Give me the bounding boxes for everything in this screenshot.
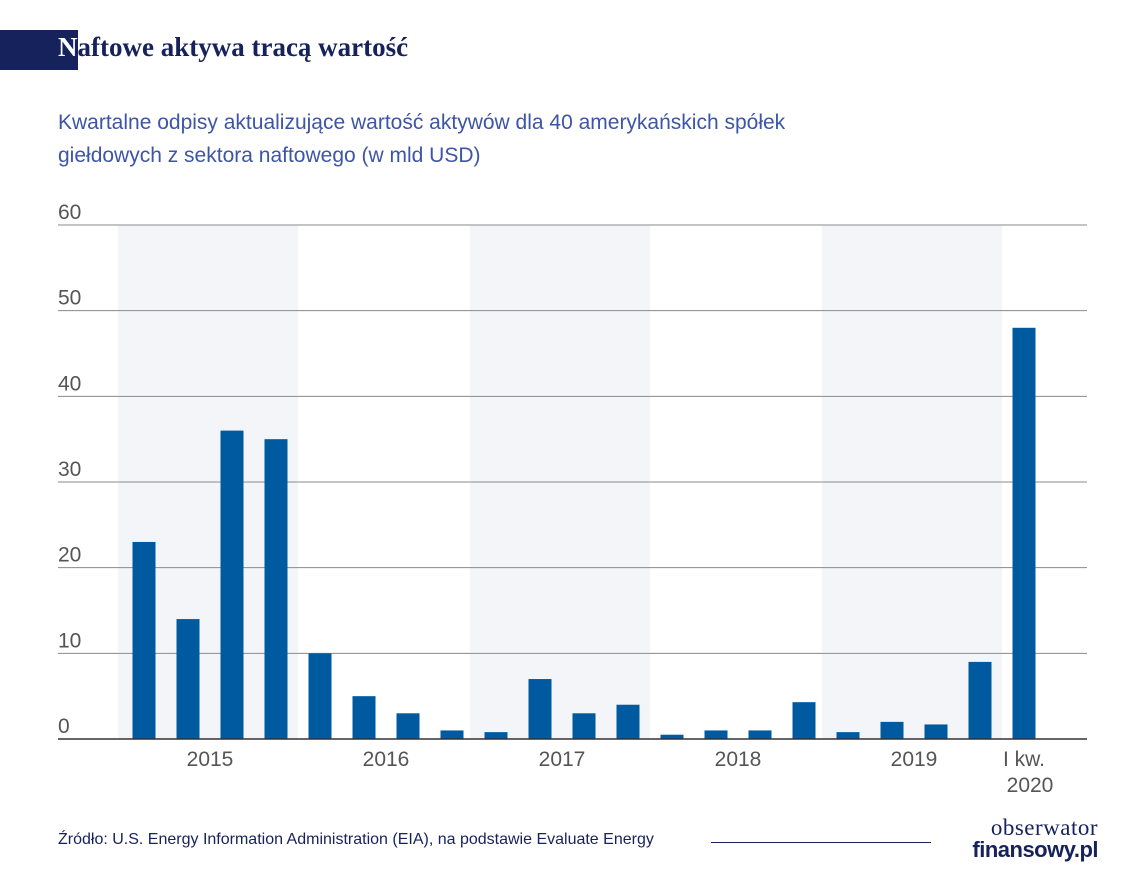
bar — [352, 696, 376, 739]
y-tick-label: 40 — [58, 372, 81, 395]
x-tick-label: 2015 — [187, 748, 234, 771]
bar — [176, 619, 200, 739]
x-tick-label: 2018 — [715, 748, 762, 771]
title-first-letter: N — [58, 32, 78, 62]
x-tick-label-year: 2020 — [1007, 774, 1054, 797]
bar — [308, 653, 332, 739]
page-title: Naftowe aktywa tracą wartość — [58, 32, 408, 63]
y-tick-label: 30 — [58, 458, 81, 481]
logo-line-1: obserwator — [990, 815, 1098, 840]
y-tick-label: 60 — [58, 201, 81, 224]
title-accent-bar — [0, 30, 78, 70]
y-tick-label: 50 — [58, 287, 81, 310]
x-tick-label: 2017 — [539, 748, 586, 771]
logo-line-2: finansowy.pl — [972, 837, 1098, 862]
bar — [968, 661, 992, 739]
bar — [880, 721, 904, 739]
bar — [792, 702, 816, 739]
brand-logo: obserwator finansowy.pl — [948, 815, 1098, 862]
bar — [660, 734, 684, 739]
x-tick-label: I kw. — [1003, 748, 1045, 771]
bar — [264, 439, 288, 739]
bar — [396, 713, 420, 739]
source-note: Źródło: U.S. Energy Information Administ… — [58, 831, 654, 848]
bar — [836, 732, 860, 739]
y-tick-label: 10 — [58, 629, 81, 652]
source-divider — [711, 842, 931, 843]
bar — [748, 730, 772, 739]
bar — [616, 704, 640, 739]
x-tick-label: 2016 — [363, 748, 410, 771]
y-tick-label: 0 — [58, 715, 70, 738]
bar — [528, 679, 552, 739]
x-tick-label: 2019 — [891, 748, 938, 771]
bar — [132, 541, 156, 739]
title-rest: aftowe aktywa tracą wartość — [77, 32, 409, 62]
y-tick-label: 20 — [58, 544, 81, 567]
bar — [220, 430, 244, 739]
bar — [924, 724, 948, 739]
bar — [484, 732, 508, 739]
bar — [1012, 327, 1036, 739]
bar — [440, 730, 464, 739]
chart-subtitle: Kwartalne odpisy aktualizujące wartość a… — [58, 111, 786, 167]
bar — [704, 730, 728, 739]
bar — [572, 713, 596, 739]
